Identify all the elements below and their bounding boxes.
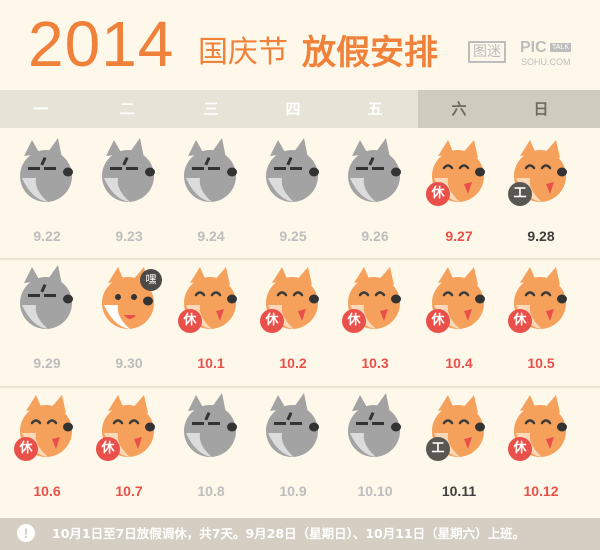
calendar-day: 10.9 [252, 393, 334, 513]
logo-pic-text: PIC [520, 39, 547, 56]
footer-note: ! 10月1日至7日放假调休，共7天。9月28日（星期日）、10月11日（星期六… [0, 518, 600, 550]
day-date: 10.6 [33, 483, 61, 499]
calendar-day: 休 10.12 [500, 393, 582, 513]
calendar-day: 休 9.27 [418, 138, 500, 258]
calendar-day: 9.24 [170, 138, 252, 258]
rest-badge: 休 [260, 309, 284, 333]
weekday-sun: 日 [533, 100, 549, 118]
rest-badge: 休 [426, 182, 450, 206]
calendar-day: 9.25 [252, 138, 334, 258]
rest-badge: 休 [14, 437, 38, 461]
day-date: 10.2 [279, 355, 307, 371]
calendar-day: 休 10.2 [252, 265, 334, 385]
calendar-day: 9.22 [6, 138, 88, 258]
calendar-day: 休 10.6 [6, 393, 88, 513]
day-date: 9.26 [361, 228, 389, 244]
day-date: 9.30 [115, 355, 143, 371]
day-date: 10.3 [361, 355, 389, 371]
calendar-day: 休 10.5 [500, 265, 582, 385]
weekday-fri: 五 [367, 100, 383, 118]
day-date: 10.4 [445, 355, 473, 371]
day-date: 9.23 [115, 228, 143, 244]
footer-note-text: 10月1日至7日放假调休，共7天。9月28日（星期日）、10月11日（星期六）上… [52, 526, 526, 541]
rest-badge: 休 [178, 309, 202, 333]
weekday-wed: 三 [203, 100, 219, 118]
title-holiday: 国庆节 [198, 35, 288, 70]
day-date: 9.25 [279, 228, 307, 244]
logo-site-text: SOHU.COM [521, 57, 571, 67]
day-date: 10.5 [527, 355, 555, 371]
day-date: 9.24 [197, 228, 225, 244]
day-date: 9.27 [445, 228, 473, 244]
day-date: 10.12 [523, 483, 559, 499]
weekday-thu: 四 [285, 100, 301, 118]
title-row: 2014 国庆节 放假安排 图迷 PIC TALK SOHU.COM [0, 0, 600, 86]
day-date: 9.28 [527, 228, 555, 244]
day-date: 10.1 [197, 355, 225, 371]
work-badge: 工 [426, 437, 450, 461]
rest-badge: 休 [342, 309, 366, 333]
logo-talk-text: TALK [550, 43, 571, 52]
speech-bubble: 嘿 [140, 269, 162, 291]
work-badge: 工 [508, 182, 532, 206]
day-date: 10.9 [279, 483, 307, 499]
rest-badge: 休 [508, 309, 532, 333]
exclamation-icon: ! [17, 524, 35, 542]
calendar-day: 9.26 [334, 138, 416, 258]
calendar-day: 休 10.7 [88, 393, 170, 513]
weekday-mon: 一 [33, 100, 49, 118]
rest-badge: 休 [96, 437, 120, 461]
calendar-day: 工 10.11 [418, 393, 500, 513]
calendar-day: 嘿 9.30 [88, 265, 170, 385]
calendar-day: 10.10 [334, 393, 416, 513]
calendar-day: 休 10.1 [170, 265, 252, 385]
weekday-sat: 六 [451, 100, 467, 118]
calendar-day: 9.23 [88, 138, 170, 258]
calendar-day: 9.29 [6, 265, 88, 385]
logo-cn-text: 图迷 [468, 41, 506, 63]
pictalk-logo: 图迷 PIC TALK SOHU.COM [468, 39, 571, 67]
calendar-day: 休 10.3 [334, 265, 416, 385]
day-date: 10.7 [115, 483, 143, 499]
year-title: 2014 [28, 8, 175, 80]
row-divider [0, 258, 600, 260]
weekend-highlight [418, 90, 600, 128]
weekday-header: 一 二 三 四 五 六 日 [0, 90, 600, 128]
day-date: 10.11 [441, 483, 477, 499]
calendar-day: 工 9.28 [500, 138, 582, 258]
calendar-day: 休 10.4 [418, 265, 500, 385]
day-date: 9.22 [33, 228, 61, 244]
day-date: 9.29 [33, 355, 61, 371]
rest-badge: 休 [426, 309, 450, 333]
day-date: 10.10 [357, 483, 393, 499]
day-date: 10.8 [197, 483, 225, 499]
weekday-tue: 二 [119, 100, 135, 118]
title-arrangement: 放假安排 [302, 33, 438, 73]
calendar-day: 10.8 [170, 393, 252, 513]
rest-badge: 休 [508, 437, 532, 461]
row-divider [0, 386, 600, 388]
